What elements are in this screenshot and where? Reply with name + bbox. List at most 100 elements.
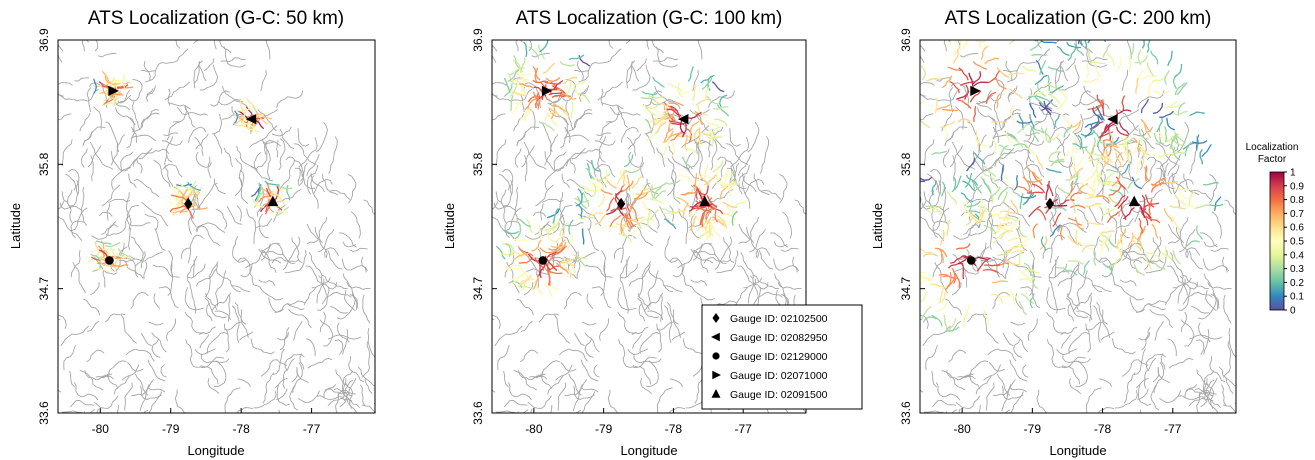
localized-tributary <box>653 190 667 201</box>
colorbar-tick-label: 0.8 <box>1290 195 1304 206</box>
localized-tributary <box>992 231 1005 244</box>
localized-tributary <box>587 212 604 217</box>
localized-tributary <box>540 121 555 132</box>
localized-tributary <box>112 264 129 267</box>
localized-tributary <box>628 219 642 229</box>
localized-tributary <box>1078 40 1083 46</box>
localized-tributary <box>553 103 568 114</box>
localized-tributary <box>1018 300 1027 316</box>
localized-tributary <box>1099 234 1112 247</box>
localized-tributary <box>1116 233 1122 249</box>
gauge-marker-triangle-left <box>677 114 689 125</box>
localized-tributary <box>1024 268 1041 274</box>
localized-tributary <box>921 12 931 25</box>
localized-tributary <box>983 224 997 235</box>
localized-tributary <box>669 82 683 93</box>
localized-tributary <box>1023 141 1035 155</box>
localized-tributary <box>1127 177 1140 189</box>
localized-tributary <box>1035 59 1044 75</box>
localized-tributary <box>1102 43 1111 58</box>
localized-tributary <box>959 0 973 7</box>
localized-tributary <box>705 120 721 128</box>
localized-tributary <box>256 182 262 198</box>
localized-tributary <box>1084 149 1100 157</box>
localized-tributary <box>1049 84 1065 94</box>
gauge-marker-circle <box>105 256 114 265</box>
colorbar-tick-label: 0.1 <box>1290 292 1304 303</box>
localized-tributary <box>1189 111 1205 117</box>
localized-tributary <box>625 213 630 230</box>
localized-tributary <box>1067 260 1084 265</box>
legend-label: Gauge ID: 02091500 <box>730 389 828 401</box>
localized-tributary <box>920 119 922 122</box>
localized-tributary <box>954 40 962 56</box>
localized-tributary <box>709 204 724 215</box>
localized-tributary <box>650 184 654 201</box>
localized-tributary <box>689 205 706 208</box>
localized-tributary <box>257 195 273 203</box>
localized-tributary <box>1102 172 1115 185</box>
localized-tributary <box>1121 95 1126 111</box>
localized-tributary <box>703 174 717 186</box>
localized-tributary <box>983 309 989 326</box>
localized-tributary <box>966 157 976 172</box>
colorbar-tick-label: 0.6 <box>1290 223 1304 234</box>
localized-tributary <box>964 172 973 188</box>
localized-tributary <box>973 106 977 122</box>
localized-tributary <box>976 259 989 272</box>
localized-tributary <box>1072 119 1082 134</box>
localized-tributary <box>1134 55 1148 64</box>
localized-tributary <box>1073 42 1085 57</box>
localized-tributary <box>997 186 1009 200</box>
localized-tributary <box>950 254 965 264</box>
localized-tributary <box>982 172 997 183</box>
localized-tributary <box>236 105 252 112</box>
localized-tributary <box>1052 212 1062 227</box>
localized-tributary <box>1047 66 1064 72</box>
localized-tributary <box>1146 40 1151 53</box>
localized-tributary <box>991 209 1005 220</box>
localized-tributary <box>568 54 585 61</box>
localized-tributary <box>534 67 538 84</box>
localized-tributary <box>1106 169 1122 173</box>
localized-tributary <box>169 204 185 213</box>
gauge-marker-triangle-left <box>711 332 720 342</box>
localized-tributary <box>609 214 622 228</box>
localized-tributary <box>274 191 286 206</box>
localized-tributary <box>1115 152 1122 168</box>
localized-tributary <box>947 262 964 269</box>
localized-tributary <box>1083 78 1099 83</box>
localized-tributary <box>684 146 699 156</box>
localized-tributary <box>286 184 291 201</box>
localized-tributary <box>181 188 195 199</box>
localized-tributary <box>920 176 933 181</box>
localized-tributary <box>645 118 652 134</box>
localized-tributary <box>704 86 710 102</box>
localized-tributary <box>1115 56 1123 72</box>
localized-tributary <box>1118 121 1130 135</box>
localized-tributary <box>961 263 965 280</box>
localized-tributary <box>920 275 932 283</box>
localized-tributary <box>982 178 992 194</box>
localized-tributary <box>581 228 585 245</box>
panel-title: ATS Localization (G-C: 100 km) <box>516 8 783 29</box>
localized-tributary <box>980 45 989 61</box>
localized-tributary <box>694 110 703 126</box>
localized-tributary <box>916 7 921 22</box>
localized-tributary <box>531 239 542 252</box>
localized-tributary <box>623 154 634 168</box>
localized-tributary <box>930 0 936 13</box>
localized-tributary <box>562 256 575 267</box>
localized-tributary <box>1003 245 1019 254</box>
localized-tributary <box>708 220 714 237</box>
localized-tributary <box>1131 238 1142 252</box>
localized-tributary <box>606 197 615 212</box>
localized-tributary <box>505 243 512 258</box>
localized-tributary <box>925 205 942 208</box>
localized-tributary <box>676 196 690 207</box>
localized-tributary <box>722 201 738 208</box>
localized-tributary <box>594 213 607 226</box>
localized-tributary <box>957 254 972 265</box>
localized-tributary <box>1041 99 1054 112</box>
